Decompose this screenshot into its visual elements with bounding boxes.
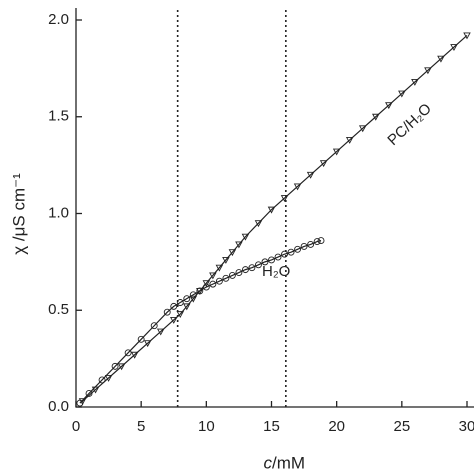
y-tick-label: 2.0 (48, 11, 69, 28)
marker (424, 67, 432, 75)
x-tick-label: 5 (137, 418, 145, 435)
marker (209, 272, 217, 280)
x-axis-symbol: c (264, 453, 273, 472)
marker (228, 249, 237, 257)
marker (313, 238, 321, 246)
marker (307, 241, 315, 248)
x-tick-label: 20 (328, 418, 345, 435)
marker (202, 283, 210, 291)
marker (463, 32, 471, 40)
marker (261, 258, 269, 266)
marker (235, 241, 243, 249)
marker (202, 280, 211, 288)
marker (319, 160, 328, 168)
marker (150, 322, 158, 330)
marker (287, 248, 295, 256)
x-tick-label: 0 (72, 418, 80, 435)
marker (104, 375, 113, 382)
marker (85, 390, 93, 397)
x-tick-label: 30 (459, 418, 474, 435)
marker (170, 302, 178, 310)
series-label: PC/H₂O (384, 100, 435, 149)
marker (254, 220, 263, 228)
marker (196, 287, 204, 295)
marker (294, 245, 302, 253)
marker (222, 256, 230, 264)
marker (411, 78, 419, 86)
axes (75, 8, 474, 408)
marker (183, 295, 191, 303)
x-axis-unit: /mM (272, 453, 305, 472)
y-tick-label: 1.0 (48, 204, 69, 221)
marker (215, 264, 224, 272)
marker (274, 253, 282, 261)
y-tick-label: 0.5 (48, 301, 69, 318)
marker (345, 137, 354, 144)
x-tick-label: 10 (198, 418, 215, 435)
marker (317, 237, 325, 245)
marker (124, 349, 132, 357)
marker (176, 311, 185, 319)
y-axis-label: χ /μS cm⁻¹ (9, 173, 28, 255)
marker (189, 291, 197, 299)
marker (176, 299, 184, 306)
marker (137, 335, 145, 343)
marker (143, 340, 152, 348)
marker (235, 269, 243, 276)
y-tick-label: 0.0 (48, 398, 69, 415)
marker (156, 328, 165, 336)
marker (255, 261, 262, 269)
marker (293, 183, 302, 191)
marker (111, 362, 119, 370)
marker (281, 250, 288, 258)
series-label: H₂O (262, 263, 290, 280)
marker (332, 148, 341, 156)
marker (267, 206, 276, 214)
series-line (82, 35, 468, 402)
marker (76, 399, 84, 407)
marker (183, 303, 191, 311)
marker (163, 308, 171, 316)
marker (189, 295, 198, 303)
marker (241, 233, 250, 241)
y-tick-label: 1.5 (48, 108, 69, 125)
marker (398, 90, 406, 98)
marker (98, 376, 106, 384)
marker (248, 264, 256, 272)
marker (372, 113, 380, 121)
marker (450, 44, 458, 52)
marker (300, 242, 308, 250)
marker (169, 316, 178, 324)
marker (358, 125, 367, 133)
x-tick-label: 25 (393, 418, 410, 435)
marker (215, 277, 223, 285)
marker (241, 266, 249, 274)
marker (437, 55, 445, 63)
marker (306, 171, 315, 179)
x-tick-label: 15 (263, 418, 280, 435)
marker (228, 271, 236, 279)
marker (130, 351, 139, 359)
marker (280, 195, 289, 202)
marker (209, 280, 217, 288)
marker (222, 274, 230, 282)
marker (385, 102, 393, 110)
marker (268, 256, 275, 264)
marker (117, 363, 126, 371)
